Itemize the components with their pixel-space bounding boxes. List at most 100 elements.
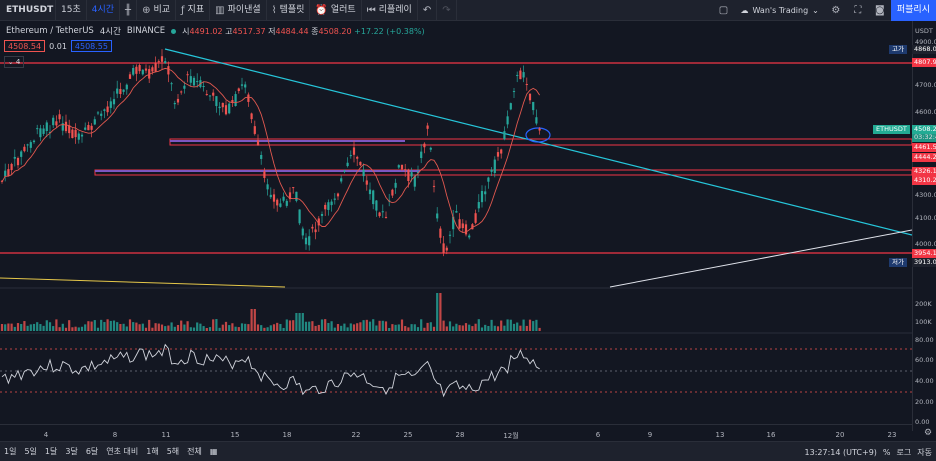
range-5y-button[interactable]: 5해	[166, 447, 180, 456]
alerts-label: 얼러트	[330, 4, 356, 15]
volume-bar	[407, 327, 410, 331]
buy-button[interactable]: 4508.55	[70, 40, 112, 52]
range-3m-button[interactable]: 3달	[65, 447, 78, 456]
axis-settings-gear-icon[interactable]: ⚙	[924, 428, 933, 438]
alerts-button[interactable]: ⏰ 얼러트	[310, 0, 362, 21]
interval-4h-button[interactable]: 4시간	[87, 0, 121, 21]
volume-bar	[474, 323, 477, 331]
layout-icon[interactable]: ▢	[718, 5, 729, 16]
goto-date-icon[interactable]: ▦	[209, 447, 218, 456]
high-label: 고	[225, 26, 233, 36]
volume-bar	[119, 324, 122, 331]
indicators-collapse-button[interactable]: ⌄ 4	[4, 56, 24, 68]
symbol-search-button[interactable]: ETHUSDT	[0, 0, 56, 21]
interval-15s-button[interactable]: 15초	[56, 0, 87, 21]
layout-menu-button[interactable]: ☁ Wan's Trading ⌄	[735, 0, 825, 21]
candle-body	[84, 127, 87, 130]
candle-body	[506, 116, 509, 125]
range-1d-button[interactable]: 1일	[4, 447, 17, 456]
candle-body	[36, 128, 39, 130]
uptrend-line[interactable]	[609, 229, 912, 288]
volume-bar	[320, 319, 324, 331]
undo-button[interactable]: ↶	[418, 0, 438, 21]
candle-body	[282, 196, 285, 201]
auto-toggle[interactable]: 자동	[917, 447, 932, 457]
volume-bar	[506, 319, 509, 331]
volume-bar	[538, 327, 541, 331]
volume-bar	[87, 321, 90, 331]
range-ytd-button[interactable]: 연초 대비	[106, 447, 139, 456]
candle-body	[260, 155, 263, 159]
volume-bar	[288, 320, 292, 331]
price-tick: 4900.00	[915, 38, 936, 46]
volume-bar	[365, 319, 368, 331]
log-toggle[interactable]: 로그	[896, 447, 912, 457]
candle-style-button[interactable]: ╫	[120, 0, 138, 21]
volume-tick: 200K	[915, 300, 932, 308]
volume-bar	[484, 324, 487, 331]
indicators-button[interactable]: ƒ 지표	[176, 0, 211, 21]
symbol-legend[interactable]: Ethereum / TetherUS 4시간 BINANCE 시4491.02…	[6, 25, 425, 37]
candle-body	[272, 194, 276, 202]
candle-body	[330, 201, 333, 206]
current-price-tag: 4508.2	[912, 125, 936, 134]
candle-body	[100, 113, 103, 116]
fullscreen-icon[interactable]: ⛶	[854, 5, 862, 16]
publish-button[interactable]: 퍼블리시	[890, 0, 936, 21]
volume-bar	[528, 319, 532, 331]
camera-icon[interactable]: ◙	[875, 5, 885, 16]
layout-name: Wan's Trading	[752, 6, 809, 15]
templates-button[interactable]: ⌇ 템플릿	[267, 0, 311, 21]
candle-body	[346, 162, 349, 167]
volume-bar	[93, 320, 96, 331]
range-1y-button[interactable]: 1해	[146, 447, 159, 456]
rsi-line	[1, 343, 540, 398]
volume-bar	[397, 324, 400, 331]
highlight-ellipse[interactable]	[525, 127, 551, 143]
volume-bar	[496, 326, 500, 331]
volume-bar	[391, 324, 394, 331]
settings-gear-icon[interactable]: ⚙	[831, 5, 841, 16]
yellow-trend-line[interactable]	[0, 277, 286, 288]
volume-bar	[384, 321, 388, 331]
percent-toggle[interactable]: %	[882, 447, 891, 457]
chart-canvas[interactable]	[0, 21, 912, 424]
low-label: 저	[268, 26, 276, 36]
time-axis[interactable]	[0, 424, 912, 438]
rsi-tick: 0.00	[915, 418, 930, 426]
price-axis[interactable]	[912, 21, 936, 431]
range-all-button[interactable]: 전체	[187, 447, 202, 456]
candle-body	[458, 219, 461, 229]
candle-body	[42, 128, 45, 134]
volume-bar	[45, 320, 48, 331]
redo-button[interactable]: ↷	[437, 0, 457, 21]
candle-body	[74, 129, 77, 138]
range-1m-button[interactable]: 1달	[44, 447, 58, 456]
volume-bar	[4, 324, 7, 331]
candle-body	[64, 121, 68, 132]
volume-bar	[144, 327, 148, 331]
candle-body	[247, 94, 250, 102]
candle-body	[253, 126, 256, 134]
candle-body	[167, 66, 170, 75]
volume-bar	[170, 322, 173, 331]
candle-body	[224, 105, 228, 115]
candle-body	[420, 151, 423, 159]
financials-button[interactable]: ▥ 파이낸셜	[210, 0, 267, 21]
range-5d-button[interactable]: 5일	[24, 447, 37, 456]
volume-bar	[234, 326, 237, 331]
volume-bar	[173, 326, 176, 331]
volume-bar	[448, 321, 452, 331]
candle-body	[340, 178, 343, 182]
volume-bar	[509, 319, 512, 331]
candle-body	[301, 228, 304, 236]
compare-button[interactable]: ⊕ 비교	[137, 0, 177, 21]
candle-body	[135, 66, 138, 74]
range-6m-button[interactable]: 6달	[85, 447, 99, 456]
replay-button[interactable]: ⏮ 리플레이	[362, 0, 418, 21]
sell-button[interactable]: 4508.54	[4, 40, 46, 52]
volume-bar	[317, 324, 320, 331]
clock-timezone[interactable]: 13:27:14 (UTC+9)	[804, 447, 877, 457]
candles-icon: ╫	[125, 4, 132, 16]
candle-body	[512, 91, 516, 93]
